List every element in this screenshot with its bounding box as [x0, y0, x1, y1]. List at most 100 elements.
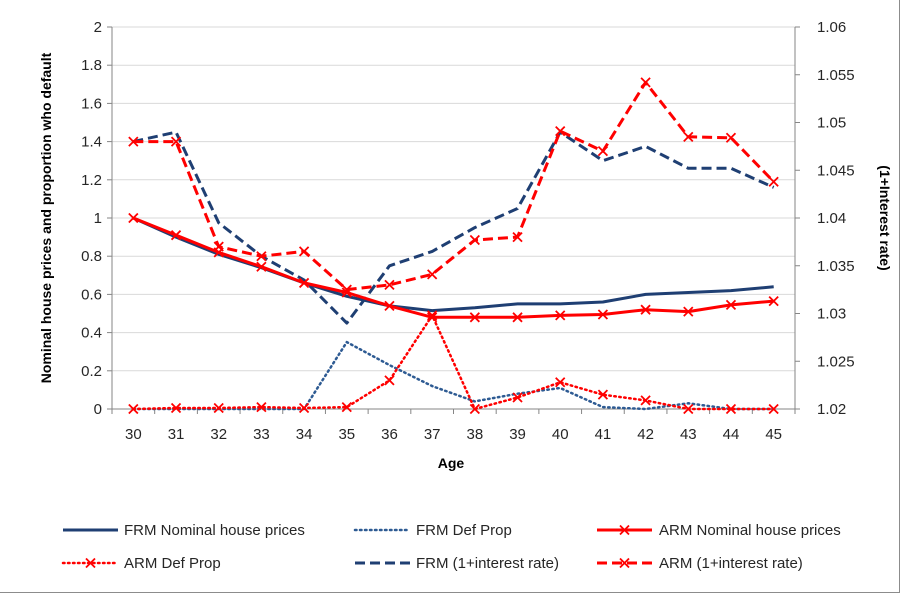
data-point-marker: [298, 277, 310, 289]
y2-tick-label: 1.04: [817, 210, 846, 227]
data-point-marker: [640, 77, 651, 88]
legend: FRM Nominal house prices FRM Def Prop ARM …: [61, 522, 841, 572]
y-tick-label: 1.4: [81, 134, 102, 151]
legend-label: ARM Def Prop: [124, 555, 221, 572]
x-tick-label: 32: [210, 426, 227, 443]
y-tick-label: 0.6: [81, 286, 102, 303]
y-tick-label: 0.8: [81, 248, 102, 265]
data-point-marker: [341, 401, 352, 413]
y2-tick-label: 1.05: [817, 115, 846, 132]
data-point-marker: [256, 251, 267, 262]
series-line: [132, 130, 775, 325]
series-lines: [128, 77, 779, 415]
x-tick-label: 40: [552, 426, 569, 443]
data-point-marker: [384, 279, 395, 290]
data-point-marker: [512, 231, 523, 243]
series-line: [132, 314, 775, 411]
data-point-marker: [597, 146, 609, 157]
y-tick-label: 0.2: [81, 363, 102, 380]
data-point-marker: [597, 309, 609, 320]
data-point-marker: [725, 132, 737, 143]
data-point-marker: [555, 310, 566, 321]
series-line: [133, 80, 775, 292]
legend-marker: [619, 557, 630, 569]
x-tick-label: 36: [381, 426, 398, 443]
x-tick-label: 31: [168, 426, 185, 443]
data-point-marker: [298, 402, 310, 414]
data-point-marker: [427, 269, 438, 280]
y2-tick-label: 1.025: [817, 353, 855, 370]
y-tick-label: 1.6: [81, 95, 102, 112]
y2-tick-label: 1.02: [817, 401, 846, 418]
data-point-marker: [512, 312, 523, 323]
data-point-marker: [469, 234, 480, 246]
data-point-marker: [128, 136, 139, 147]
data-point-marker: [597, 389, 609, 400]
x-tick-label: 37: [424, 426, 441, 443]
x-tick-label: 38: [467, 426, 484, 443]
legend-label: FRM Nominal house prices: [124, 522, 305, 539]
data-point-marker: [725, 299, 737, 311]
y2-tick-label: 1.055: [817, 67, 855, 84]
data-point-marker: [170, 230, 182, 241]
x-tick-label: 39: [509, 426, 526, 443]
data-point-marker: [256, 401, 267, 413]
y2-tick-label: 1.045: [817, 162, 855, 179]
y2-tick-label: 1.03: [817, 306, 846, 323]
tick-labels: 0 0.2 0.4 0.6 0.8 1 1.2 1.4 1.6 1.8 2 1.02 1.025 1.03…: [81, 19, 854, 443]
data-point-marker: [683, 306, 694, 317]
y-tick-label: 1.8: [81, 57, 102, 74]
data-point-marker: [213, 241, 224, 252]
data-point-marker: [341, 284, 352, 295]
x-tick-label: 45: [765, 426, 782, 443]
x-tick-label: 30: [125, 426, 142, 443]
data-point-marker: [384, 375, 395, 386]
data-point-marker: [768, 403, 779, 415]
legend-label: ARM (1+interest rate): [659, 555, 803, 572]
y2-axis-title: (1+Interest rate): [877, 165, 893, 270]
y-tick-label: 0: [94, 401, 102, 418]
x-tick-label: 41: [595, 426, 612, 443]
series-line: [132, 340, 775, 411]
axes: [107, 26, 800, 414]
legend-marker: [619, 524, 630, 536]
data-point-marker: [469, 403, 480, 415]
data-point-marker: [555, 377, 566, 388]
data-point-marker: [683, 131, 694, 142]
data-point-marker: [725, 403, 737, 415]
x-tick-label: 44: [723, 426, 740, 443]
x-tick-label: 34: [296, 426, 313, 443]
legend-marker: [85, 557, 96, 569]
y-tick-label: 2: [94, 19, 102, 36]
data-point-marker: [768, 176, 779, 187]
data-point-marker: [640, 304, 651, 315]
y-tick-label: 0.4: [81, 325, 102, 342]
legend-label: ARM Nominal house prices: [659, 522, 841, 539]
data-point-marker: [256, 261, 267, 272]
data-point-marker: [512, 392, 523, 403]
data-point-marker: [683, 403, 694, 415]
legend-label: FRM (1+interest rate): [416, 555, 559, 572]
x-tick-label: 33: [253, 426, 270, 443]
x-tick-label: 43: [680, 426, 697, 443]
data-point-marker: [170, 402, 182, 414]
x-tick-label: 35: [338, 426, 355, 443]
y2-tick-label: 1.035: [817, 258, 855, 275]
y-axis-title: Nominal house prices and proportion who …: [38, 52, 54, 383]
y2-tick-label: 1.06: [817, 19, 846, 36]
data-point-marker: [555, 125, 566, 137]
series-line: [132, 216, 774, 319]
data-point-marker: [469, 312, 480, 323]
data-point-marker: [128, 403, 139, 415]
data-point-marker: [640, 395, 651, 406]
data-point-marker: [298, 246, 310, 257]
y-tick-label: 1.2: [81, 172, 102, 189]
y-tick-label: 1: [94, 210, 102, 227]
data-point-marker: [213, 402, 224, 414]
legend-label: FRM Def Prop: [416, 522, 512, 539]
data-point-marker: [170, 136, 182, 147]
data-point-marker: [768, 295, 779, 307]
data-point-marker: [427, 310, 438, 321]
